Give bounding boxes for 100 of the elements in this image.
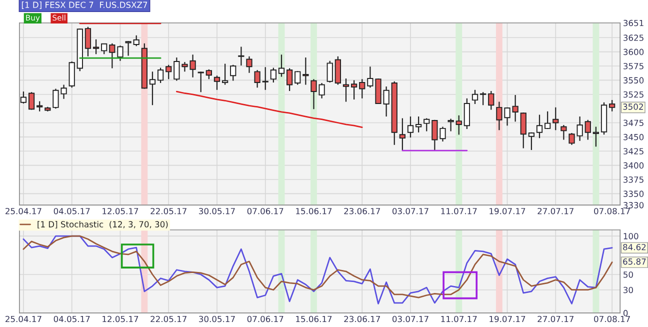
y-tick-label: 3600 bbox=[624, 48, 644, 56]
candlestick bbox=[230, 64, 236, 82]
candlestick bbox=[198, 71, 204, 93]
x-tick-label: 23.06.17 bbox=[344, 316, 380, 322]
x-tick-label: 25.04.17 bbox=[6, 316, 42, 322]
legend-label: [1 D] Stochastic (12, 3, 70, 30) bbox=[38, 220, 168, 228]
candlestick bbox=[109, 42, 116, 69]
candlestick bbox=[294, 70, 301, 86]
y-tick-label: 3330 bbox=[624, 202, 644, 208]
x-tick-label: 27.07.17 bbox=[538, 316, 574, 322]
x-tick-label: 04.05.17 bbox=[54, 316, 90, 322]
x-tick-label: 07.08.17 bbox=[594, 316, 630, 322]
y-tick-label: 3525 bbox=[624, 91, 644, 98]
candlestick bbox=[68, 60, 75, 88]
candlestick bbox=[576, 116, 583, 142]
candlestick bbox=[520, 112, 526, 149]
x-tick-label: 30.05.17 bbox=[199, 208, 235, 214]
x-tick-label: 03.07.17 bbox=[392, 316, 428, 322]
x-tick-label: 11.07.17 bbox=[441, 316, 477, 322]
candlestick bbox=[448, 118, 454, 132]
x-tick-label: 12.05.17 bbox=[102, 316, 138, 322]
candlestick bbox=[238, 46, 244, 66]
candlestick bbox=[302, 56, 309, 86]
candlestick bbox=[270, 67, 276, 84]
y-tick-label: 30 bbox=[624, 286, 633, 294]
x-tick-label: 23.06.17 bbox=[344, 208, 380, 214]
candlestick bbox=[125, 40, 132, 56]
candlestick bbox=[552, 106, 559, 131]
candlestick bbox=[214, 75, 220, 90]
candlestick bbox=[584, 119, 591, 140]
x-tick-label: 07.06.17 bbox=[247, 316, 284, 322]
candlestick bbox=[222, 63, 228, 86]
y-tick-label: 3450 bbox=[624, 134, 644, 140]
candlestick bbox=[174, 56, 180, 82]
annotation: 65.87 bbox=[623, 258, 646, 265]
candlestick bbox=[84, 26, 92, 57]
candlestick bbox=[133, 34, 140, 47]
candlestick bbox=[206, 68, 212, 80]
y-tick-label: 3350 bbox=[624, 190, 644, 197]
x-tick-label: 15.06.17 bbox=[296, 316, 332, 322]
y-tick-label: 3375 bbox=[624, 176, 644, 183]
candlestick bbox=[399, 118, 406, 151]
candlestick bbox=[286, 68, 293, 92]
candlestick bbox=[472, 89, 478, 105]
candlestick bbox=[28, 92, 35, 110]
annotation: 84.62 bbox=[623, 244, 646, 250]
x-tick-label: 30.05.17 bbox=[199, 316, 235, 322]
y-tick-label: 3400 bbox=[624, 162, 644, 169]
y-tick-label: 3651 bbox=[624, 20, 644, 26]
annotation: 3502 bbox=[623, 104, 643, 110]
candlestick bbox=[488, 90, 494, 110]
y-tick-label: 100 bbox=[624, 233, 638, 240]
x-tick-label: 19.07.17 bbox=[490, 316, 526, 322]
candlestick bbox=[367, 66, 374, 88]
x-tick-label: 22.05.17 bbox=[150, 316, 186, 322]
candlestick bbox=[592, 126, 600, 148]
candlestick bbox=[117, 45, 124, 62]
x-tick-label: 03.07.17 bbox=[392, 208, 428, 214]
y-tick-label: 3475 bbox=[624, 120, 644, 126]
candlestick bbox=[278, 54, 285, 78]
candlestick bbox=[456, 114, 462, 136]
x-tick-label: 07.08.17 bbox=[594, 208, 630, 214]
chart-title: [1 D] FESX DEC 7 F.US.DSXZ7 bbox=[22, 2, 148, 9]
x-tick-label: 11.07.17 bbox=[441, 208, 477, 214]
candlestick bbox=[334, 56, 341, 86]
candlestick bbox=[407, 116, 414, 138]
y-tick-label: 3550 bbox=[624, 77, 644, 84]
candlestick bbox=[166, 64, 172, 80]
y-tick-label: 3425 bbox=[624, 148, 644, 154]
x-tick-label: 15.06.17 bbox=[296, 208, 332, 214]
candlestick bbox=[246, 56, 252, 74]
line-series bbox=[176, 90, 363, 128]
candlestick bbox=[350, 80, 358, 100]
y-tick-label: 0 bbox=[623, 310, 628, 316]
candlestick bbox=[36, 100, 43, 112]
candlestick bbox=[536, 114, 543, 139]
candlestick bbox=[609, 100, 616, 112]
candlestick bbox=[157, 67, 164, 84]
x-tick-label: 19.07.17 bbox=[490, 208, 526, 214]
x-tick-label: 04.05.17 bbox=[54, 208, 90, 214]
candlestick bbox=[149, 71, 156, 106]
candlestick bbox=[359, 78, 366, 99]
candlestick bbox=[528, 132, 535, 151]
x-tick-label: 07.06.17 bbox=[247, 208, 284, 214]
y-tick-label: 3575 bbox=[624, 62, 644, 70]
candlestick bbox=[342, 78, 350, 102]
x-tick-label: 25.04.17 bbox=[6, 208, 42, 214]
y-tick-label: 50 bbox=[624, 271, 633, 278]
candlestick bbox=[480, 92, 486, 106]
candlestick bbox=[560, 124, 567, 140]
candlestick bbox=[544, 110, 551, 130]
x-tick-label: 12.05.17 bbox=[102, 208, 138, 214]
candlestick bbox=[464, 98, 470, 130]
candlestick bbox=[326, 60, 333, 84]
candlestick bbox=[415, 116, 422, 133]
candlestick bbox=[92, 38, 100, 55]
candlestick bbox=[262, 66, 268, 90]
y-tick-label: 3625 bbox=[624, 34, 644, 41]
x-tick-label: 27.07.17 bbox=[538, 208, 574, 214]
candlestick bbox=[512, 94, 518, 122]
